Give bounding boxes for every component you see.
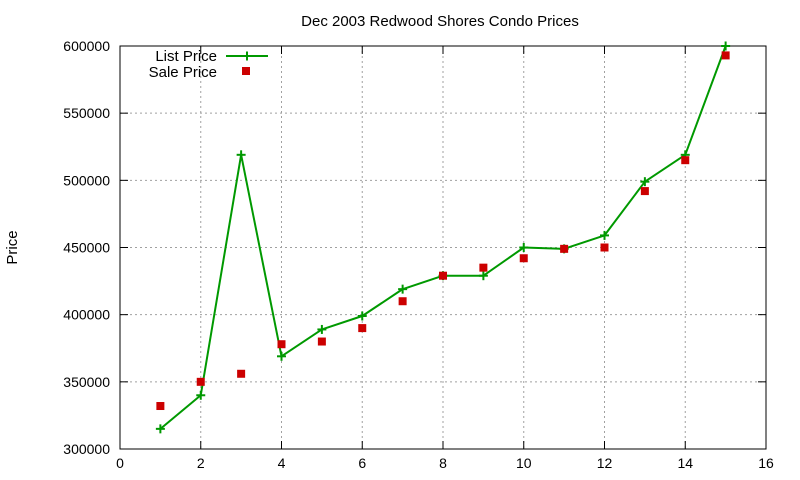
grid-lines [120,46,766,449]
y-tick-label: 550000 [63,105,110,121]
sale-price-point [317,337,326,346]
list-price-point [196,390,206,400]
list-price-point [478,271,488,281]
legend-label-list-price: List Price [155,48,217,65]
sale-price-point [237,369,246,378]
list-price-point [357,311,367,321]
chart-title: Dec 2003 Redwood Shores Condo Prices [301,13,579,30]
x-tick-label: 14 [677,455,693,471]
sale-price-point [358,324,367,333]
x-tick-label: 2 [197,455,205,471]
list-price-point [600,230,609,240]
sale-price-point [640,187,649,196]
list-price-point [277,351,286,361]
list-price-point [155,424,165,434]
y-tick-label: 400000 [63,307,110,323]
x-tick-label: 8 [439,455,447,471]
x-tick-label: 16 [758,455,774,471]
list-price-point [519,243,529,252]
sale-price-point [277,340,286,349]
list-price-point [236,150,246,160]
legend-marker-sale-price [242,67,250,75]
legend-label-sale-price: Sale Price [149,64,217,81]
sale-price-point [600,243,609,252]
sale-price-point [196,377,205,386]
x-tick-label: 6 [358,455,366,471]
x-tick-label: 12 [597,455,613,471]
sale-price-point [560,244,569,253]
sale-price-point [519,254,528,263]
y-tick-label: 300000 [63,441,110,457]
list-price-point [640,177,650,187]
list-price-point [317,324,327,334]
sale-price-point [156,402,165,411]
x-tick-label: 0 [116,455,124,471]
sale-price-point [439,271,447,280]
sale-price-point [479,263,488,272]
sale-price-point [398,297,407,306]
y-axis-label: Price [4,230,21,264]
legend: List Price Sale Price [149,48,268,81]
axis-ticks: 0 2 4 6 8 10 12 14 16 300000 350000 400000 450000 500… [63,38,774,471]
y-tick-label: 600000 [63,38,110,54]
y-tick-label: 350000 [63,374,110,390]
x-tick-label: 4 [278,455,286,471]
x-tick-label: 10 [516,455,532,471]
series-layer [155,41,731,434]
legend-marker-list-price [242,51,252,61]
sale-price-point [681,156,690,165]
y-tick-label: 500000 [63,172,110,188]
y-tick-label: 450000 [63,240,110,256]
list-price-point [721,41,731,51]
list-price-point [398,284,408,294]
sale-price-point [721,51,730,60]
